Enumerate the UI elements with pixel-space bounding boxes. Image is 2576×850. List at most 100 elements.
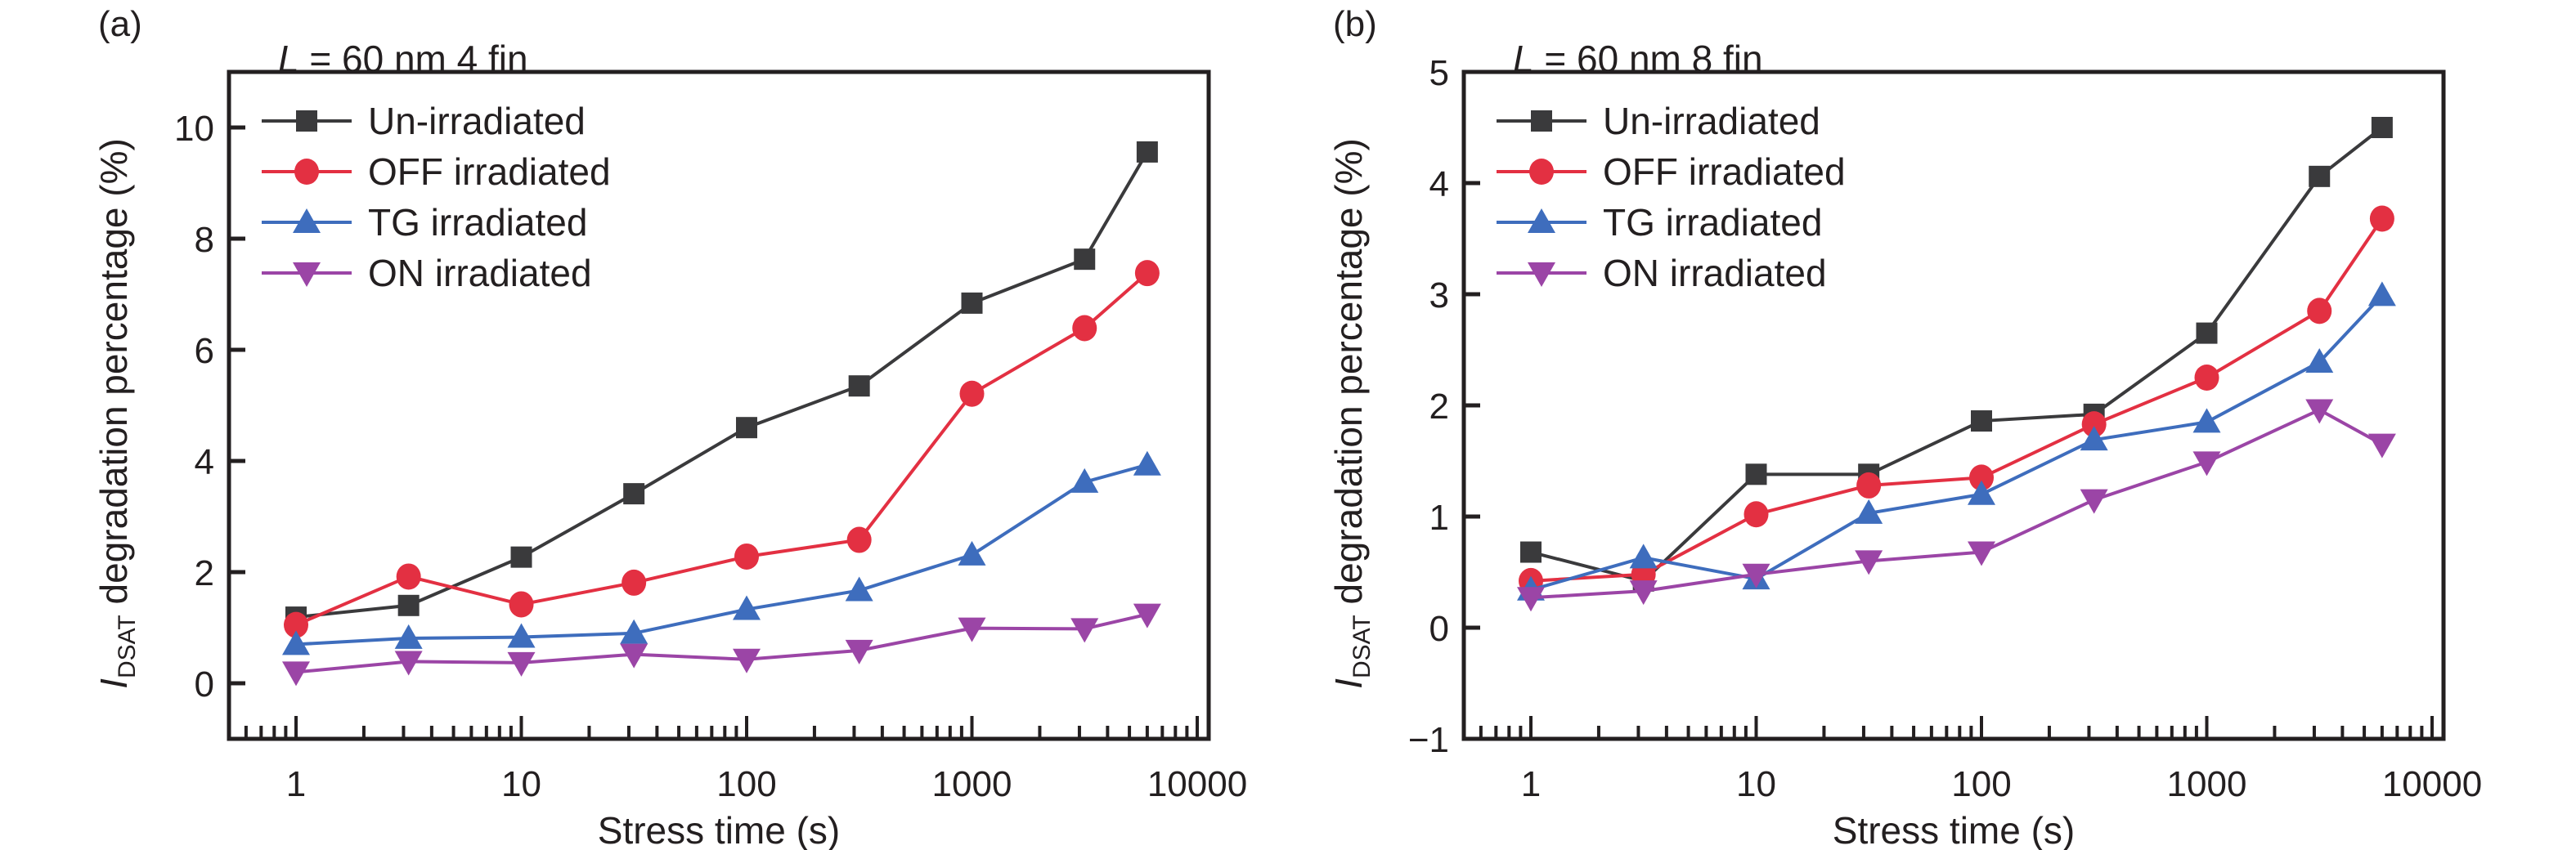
marker-triangle-down bbox=[507, 651, 536, 677]
marker-triangle-up bbox=[1528, 208, 1555, 233]
marker-circle bbox=[846, 526, 872, 553]
y-tick-label: 10 bbox=[174, 109, 214, 149]
panel-a: 0 2 4 6 8 10 1 10 100 1000 10000 Stress time (s) IDS… bbox=[92, 4, 1247, 850]
marker-circle bbox=[1744, 501, 1769, 528]
marker-square bbox=[961, 292, 983, 314]
marker-circle bbox=[622, 569, 647, 596]
y-axis-title: IDSAT degradation percentage (%) bbox=[1327, 138, 1376, 689]
series-line bbox=[1530, 408, 2383, 600]
series-tg-irradiated bbox=[282, 450, 1161, 655]
marker-triangle-down bbox=[1133, 603, 1161, 629]
legend-label: Un-irradiated bbox=[1603, 100, 1820, 142]
legend-entry: OFF irradiated bbox=[1497, 150, 1846, 193]
marker-circle bbox=[2081, 411, 2107, 438]
legend-entry: Un-irradiated bbox=[262, 100, 586, 142]
x-axis-title: Stress time (s) bbox=[1833, 809, 2075, 850]
y-tick-label: 1 bbox=[1429, 498, 1449, 538]
marker-triangle-up bbox=[2305, 347, 2334, 373]
marker-circle bbox=[959, 380, 985, 407]
marker-triangle-up bbox=[507, 623, 536, 648]
legend-entry: OFF irradiated bbox=[262, 150, 611, 193]
y-tick-label: 6 bbox=[195, 331, 214, 371]
x-tick-label: 100 bbox=[1951, 764, 2011, 804]
marker-triangle-down bbox=[958, 617, 986, 642]
marker-triangle-down bbox=[1517, 587, 1545, 612]
marker-triangle-down bbox=[1629, 580, 1658, 606]
marker-circle bbox=[509, 591, 534, 618]
marker-circle bbox=[1134, 260, 1160, 287]
marker-square bbox=[397, 594, 420, 616]
series-line bbox=[295, 271, 1149, 627]
y-tick-label: 5 bbox=[1429, 53, 1449, 93]
series-off-irradiated bbox=[284, 260, 1160, 638]
marker-circle bbox=[2307, 298, 2332, 324]
marker-square bbox=[1745, 463, 1767, 485]
series-line bbox=[1530, 126, 2384, 584]
marker-square bbox=[296, 110, 317, 132]
x-tick-label: 10 bbox=[1736, 764, 1776, 804]
legend-entry: ON irradiated bbox=[1497, 252, 1827, 294]
marker-circle bbox=[1529, 159, 1554, 185]
panel-label: (b) bbox=[1333, 4, 1377, 44]
marker-square bbox=[1531, 110, 1552, 132]
marker-triangle-up bbox=[845, 576, 873, 602]
marker-triangle-down bbox=[394, 651, 423, 676]
marker-triangle-up bbox=[2080, 426, 2108, 451]
legend-entry: TG irradiated bbox=[1497, 201, 1822, 244]
marker-circle bbox=[1969, 464, 1994, 491]
x-tick-label: 10000 bbox=[2382, 764, 2482, 804]
x-tick-label: 1 bbox=[1521, 764, 1541, 804]
y-tick-label: 4 bbox=[195, 442, 214, 482]
x-tick-label: 10000 bbox=[1147, 764, 1247, 804]
legend-entry: Un-irradiated bbox=[1497, 100, 1820, 142]
legend-label: OFF irradiated bbox=[368, 150, 611, 193]
marker-triangle-down bbox=[1528, 262, 1555, 287]
marker-circle bbox=[284, 611, 308, 638]
marker-triangle-up bbox=[1133, 450, 1161, 476]
marker-triangle-up bbox=[293, 208, 321, 233]
marker-triangle-down bbox=[733, 648, 761, 673]
legend-entry: ON irradiated bbox=[262, 252, 592, 294]
marker-triangle-up bbox=[1968, 480, 1995, 505]
marker-triangle-down bbox=[620, 643, 648, 669]
y-tick-label: 8 bbox=[195, 220, 214, 260]
marker-triangle-down bbox=[1070, 618, 1099, 643]
marker-triangle-down bbox=[282, 661, 310, 687]
series-line bbox=[295, 463, 1148, 646]
y-axis-title: IDSAT degradation percentage (%) bbox=[92, 138, 141, 689]
legend-label: Un-irradiated bbox=[368, 100, 586, 142]
marker-triangle-up bbox=[733, 595, 761, 620]
series-off-irradiated bbox=[1519, 205, 2394, 594]
marker-square bbox=[1136, 141, 1158, 163]
legend-label: ON irradiated bbox=[368, 252, 592, 294]
marker-triangle-up bbox=[282, 630, 310, 655]
marker-circle bbox=[2194, 365, 2219, 391]
marker-triangle-down bbox=[1968, 541, 1995, 566]
plot-frame bbox=[227, 69, 1211, 741]
marker-triangle-down bbox=[2080, 489, 2108, 514]
marker-triangle-down bbox=[2192, 451, 2221, 476]
marker-square bbox=[848, 375, 870, 397]
marker-triangle-down bbox=[845, 639, 873, 664]
marker-square bbox=[510, 546, 532, 568]
marker-triangle-down bbox=[1742, 563, 1770, 588]
x-tick-label: 10 bbox=[501, 764, 541, 804]
marker-square bbox=[2196, 322, 2218, 344]
marker-square bbox=[1074, 248, 1096, 271]
marker-triangle-down bbox=[1855, 550, 1883, 575]
y-tick-label: 0 bbox=[195, 664, 214, 705]
marker-circle bbox=[1072, 315, 1097, 342]
marker-circle bbox=[294, 159, 319, 185]
x-tick-label: 1 bbox=[286, 764, 306, 804]
marker-circle bbox=[1856, 472, 1882, 499]
marker-triangle-up bbox=[1855, 499, 1883, 524]
panel-label: (a) bbox=[98, 4, 142, 44]
annotation-text: L = 60 nm 8 fin bbox=[1513, 38, 1763, 80]
series-line bbox=[295, 612, 1148, 674]
legend-label: ON irradiated bbox=[1603, 252, 1827, 294]
legend-label: OFF irradiated bbox=[1603, 150, 1846, 193]
y-tick-label: 2 bbox=[1429, 387, 1449, 427]
series-on-irradiated bbox=[1517, 399, 2396, 612]
marker-triangle-up bbox=[394, 624, 423, 649]
